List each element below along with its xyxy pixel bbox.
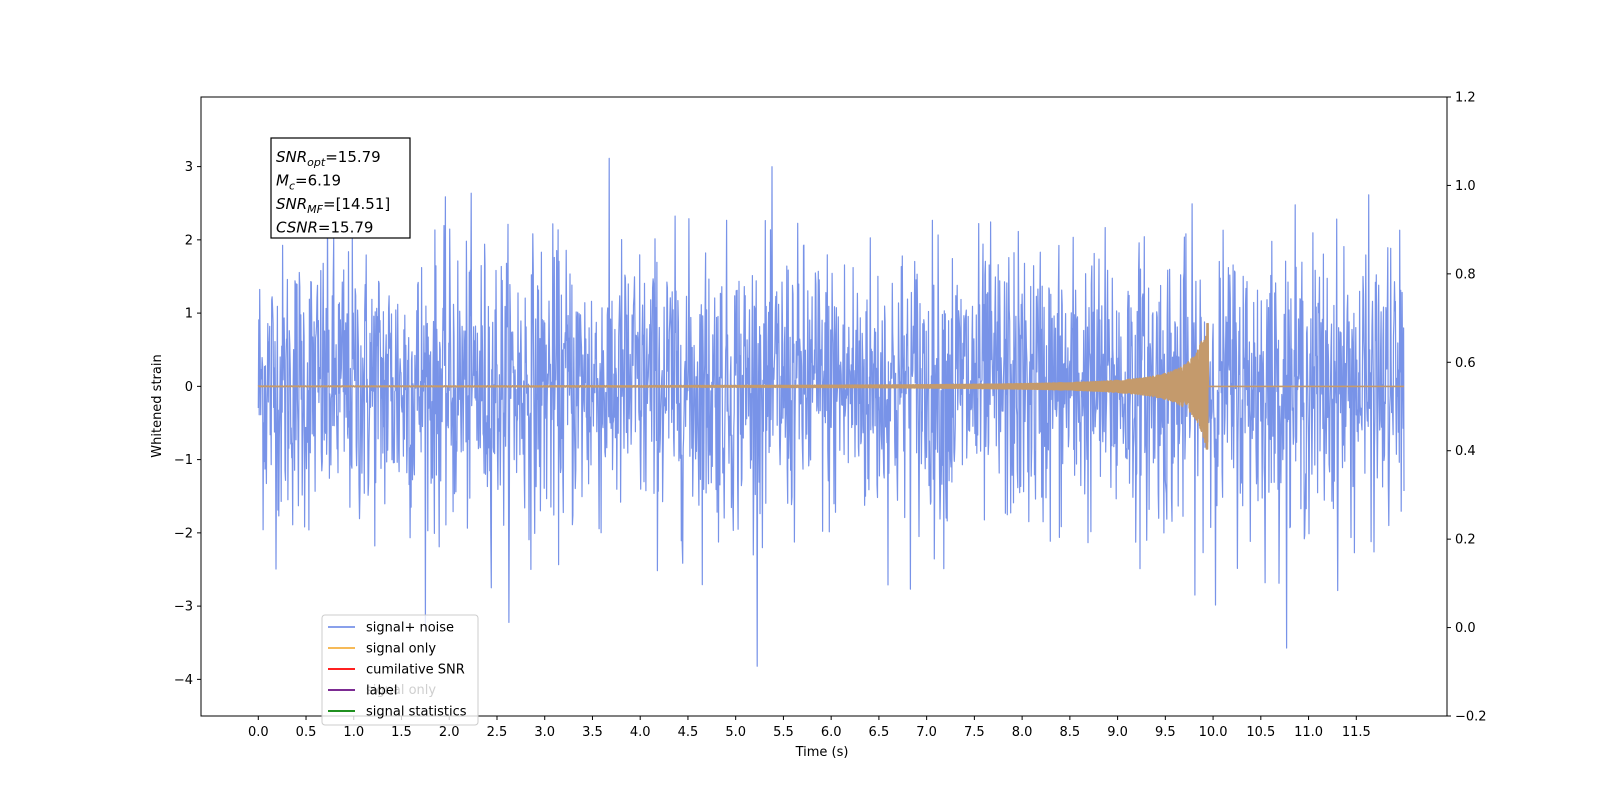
y2-tick-label: 1.0 [1455, 179, 1476, 194]
x-tick-label: 1.5 [391, 725, 412, 740]
legend-frame [321, 614, 479, 726]
y2-tick-label: 0.8 [1455, 267, 1476, 282]
y-tick-label: 3 [185, 160, 193, 175]
y-tick-label: 2 [185, 233, 193, 248]
x-tick-label: 0.0 [248, 725, 269, 740]
y2-tick-label: 1.2 [1455, 91, 1476, 106]
x-tick-label: 3.0 [534, 725, 555, 740]
legend-hidden-label: signal only [366, 683, 436, 698]
x-tick-label: 6.5 [869, 725, 890, 740]
annotation-line: SNRMF=[14.51] [276, 195, 390, 216]
x-tick-label: 10.0 [1199, 725, 1228, 740]
y-axis-ticks: −4 −3 −2 −1 0 1 2 3 [174, 160, 201, 688]
legend-label: signal only [366, 642, 436, 657]
legend-label: cumilative SNR [366, 663, 465, 678]
x-tick-label: 8.5 [1060, 725, 1081, 740]
y-tick-label: −3 [174, 600, 193, 615]
x-tick-label: 2.0 [439, 725, 460, 740]
x-tick-label: 8.0 [1012, 725, 1033, 740]
legend: signal only signal+ noise signal only cumil… [321, 614, 479, 726]
x-tick-label: 4.0 [630, 725, 651, 740]
y2-tick-label: 0.4 [1455, 444, 1476, 459]
series-line-signal-noise [257, 157, 1405, 667]
annotation-line: SNRopt=15.79 [276, 148, 381, 169]
series-line-signal-only [257, 322, 1405, 450]
x-tick-label: 4.5 [678, 725, 699, 740]
annotation-line: CSNR=15.79 [276, 219, 373, 237]
legend-label: signal+ noise [366, 621, 454, 636]
y2-tick-label: 0.6 [1455, 356, 1476, 371]
annotation-frame [270, 137, 411, 239]
legend-label: label [366, 684, 397, 699]
x-axis-ticks: 0.0 0.5 1.0 1.5 2.0 2.5 3.0 3.5 4.0 4.5 5.0 5.5 6.0 6… [248, 716, 1371, 740]
y2-tick-label: 0.0 [1455, 621, 1476, 636]
x-tick-label: 6.0 [821, 725, 842, 740]
x-tick-label: 1.0 [343, 725, 364, 740]
y-tick-label: −1 [174, 453, 193, 468]
y2-axis-ticks: −0.2 0.0 0.2 0.4 0.6 0.8 1.0 1.2 [1447, 91, 1487, 725]
plot-layer [257, 157, 1405, 667]
legend-label: signal statistics [366, 705, 467, 720]
y-tick-label: −2 [174, 526, 193, 541]
x-tick-label: 10.5 [1246, 725, 1275, 740]
x-tick-label: 5.5 [773, 725, 794, 740]
y2-tick-label: 0.2 [1455, 533, 1476, 548]
x-tick-label: 7.5 [964, 725, 985, 740]
y2-tick-label: −0.2 [1455, 710, 1487, 725]
x-tick-label: 2.5 [487, 725, 508, 740]
x-tick-label: 5.0 [725, 725, 746, 740]
y-tick-label: 0 [185, 380, 193, 395]
y-tick-label: 1 [185, 307, 193, 322]
y-axis-label: Whitened strain [150, 354, 165, 457]
x-tick-label: 11.0 [1294, 725, 1323, 740]
x-tick-label: 7.0 [916, 725, 937, 740]
annotation-line: Mc=6.19 [276, 172, 341, 193]
plot-frame [200, 96, 1448, 717]
x-axis-label: Time (s) [795, 745, 849, 760]
x-tick-label: 3.5 [582, 725, 603, 740]
x-tick-label: 9.5 [1155, 725, 1176, 740]
x-tick-label: 9.0 [1107, 725, 1128, 740]
x-tick-label: 0.5 [296, 725, 317, 740]
x-tick-label: 11.5 [1342, 725, 1371, 740]
y-tick-label: −4 [174, 673, 193, 688]
